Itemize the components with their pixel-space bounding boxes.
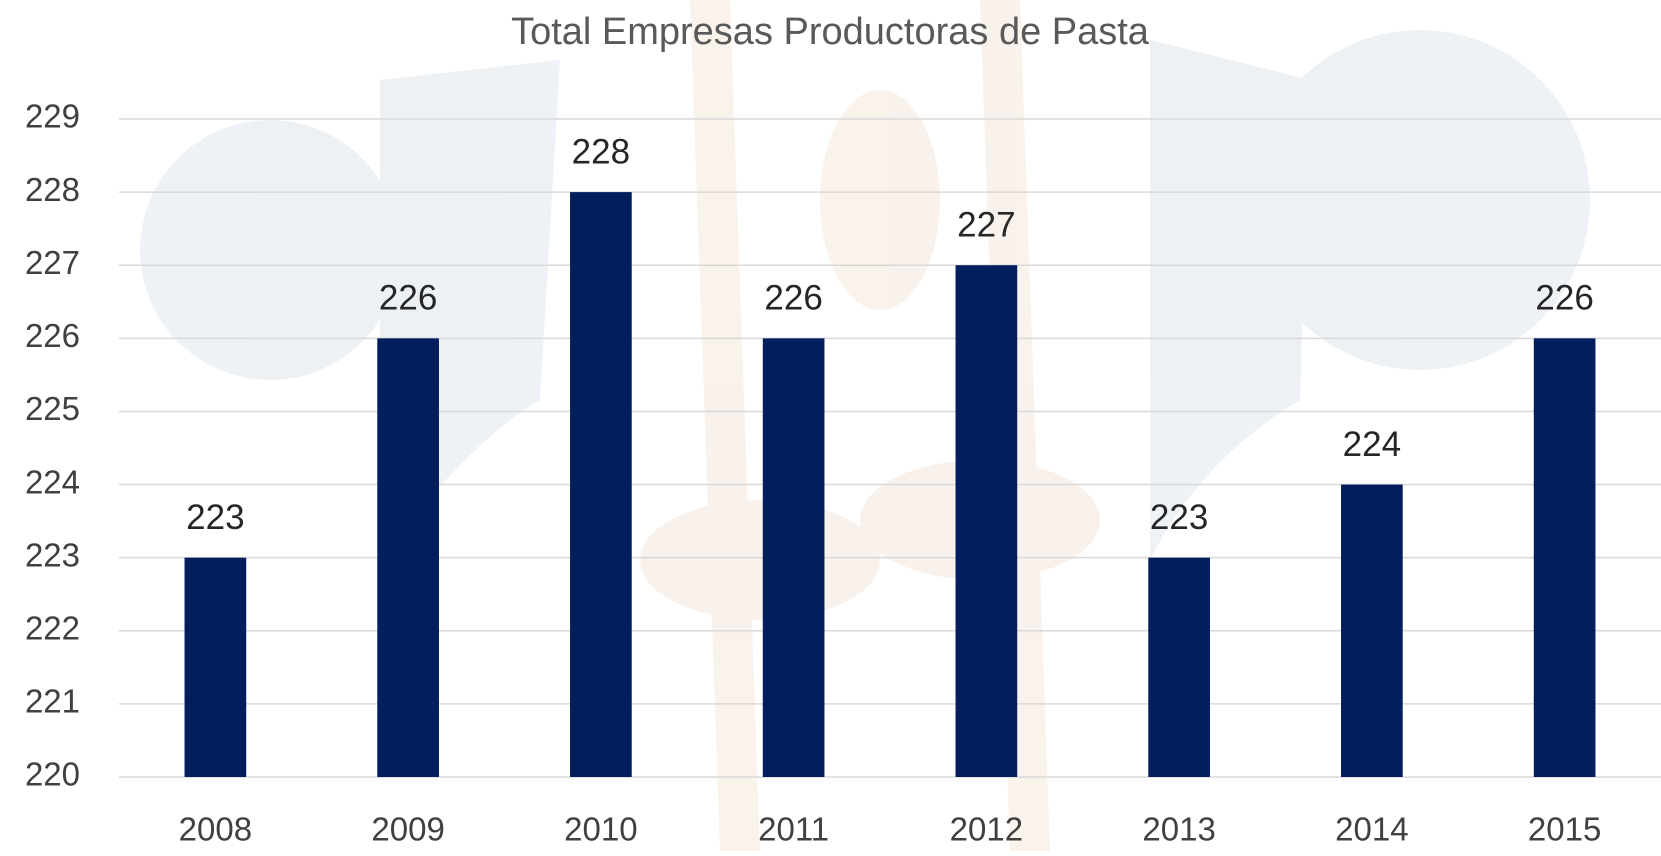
chart-title: Total Empresas Productoras de Pasta (511, 11, 1150, 53)
bar (570, 192, 632, 777)
bar (1341, 485, 1403, 777)
x-tick-label: 2012 (950, 811, 1023, 848)
y-tick-label: 223 (25, 536, 80, 573)
y-tick-label: 227 (25, 244, 80, 281)
data-label: 223 (1150, 498, 1208, 537)
y-tick-label: 220 (25, 756, 80, 793)
x-tick-label: 2011 (758, 811, 829, 848)
bar (1534, 338, 1596, 777)
y-tick-label: 226 (25, 317, 80, 354)
y-tick-label: 222 (25, 609, 80, 646)
data-label: 226 (764, 279, 822, 318)
bar (1148, 558, 1210, 777)
data-label: 223 (186, 498, 244, 537)
y-tick-label: 229 (25, 98, 80, 135)
x-tick-label: 2008 (179, 811, 252, 848)
data-label: 224 (1343, 425, 1401, 464)
data-label: 228 (572, 132, 630, 171)
y-tick-label: 224 (25, 463, 80, 500)
bar (185, 558, 247, 777)
data-label: 227 (957, 205, 1015, 244)
x-tick-label: 2010 (564, 811, 637, 848)
bar (763, 338, 825, 777)
page: Total Empresas Productoras de Pasta 220 2… (0, 0, 1661, 851)
x-tick-label: 2014 (1335, 811, 1408, 848)
bar (377, 338, 439, 777)
y-tick-label: 228 (25, 171, 80, 208)
y-tick-label: 225 (25, 390, 80, 427)
data-label: 226 (1535, 279, 1593, 318)
x-tick-label: 2013 (1142, 811, 1215, 848)
data-label: 226 (379, 279, 437, 318)
chart: Total Empresas Productoras de Pasta 220 2… (0, 0, 1661, 851)
x-tick-label: 2009 (371, 811, 444, 848)
y-tick-label: 221 (25, 683, 80, 720)
bar (956, 265, 1018, 777)
x-tick-label: 2015 (1528, 811, 1601, 848)
